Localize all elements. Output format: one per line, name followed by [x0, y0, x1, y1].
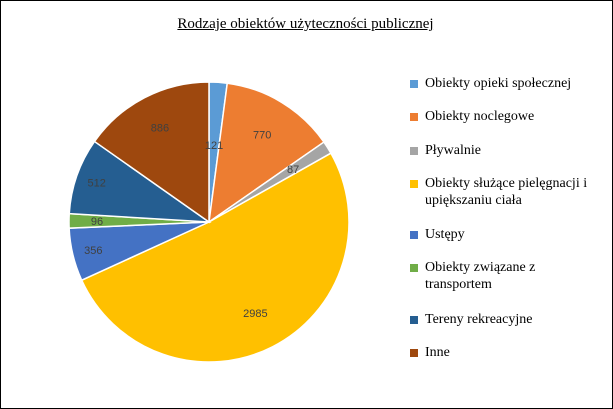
legend-swatch — [410, 316, 418, 324]
pie-slice-8 — [93, 81, 210, 224]
pie-slice-2 — [208, 82, 325, 224]
data-label-3: 87 — [287, 164, 299, 176]
legend-label: Obiekty służące pielęgnacji i upiększani… — [425, 176, 588, 208]
legend-label: Tereny rekreacyjne — [425, 312, 533, 327]
legend-swatch — [410, 349, 418, 357]
data-label-4: 2985 — [243, 308, 267, 320]
data-label-1: 121 — [205, 140, 223, 152]
legend-label: Obiekty opieki społecznej — [425, 76, 572, 91]
data-label-2: 770 — [253, 130, 271, 142]
legend-swatch — [410, 180, 418, 188]
legend-label: Obiekty noclegowe — [425, 109, 535, 124]
legend-label: Pływalnie — [425, 143, 481, 158]
chart-title: Rodzaje obiektów użyteczności publicznej — [0, 16, 611, 33]
legend-swatch — [410, 80, 418, 88]
data-label-8: 886 — [151, 123, 169, 135]
legend-label: Ustępy — [425, 227, 465, 242]
data-label-7: 512 — [87, 178, 105, 190]
legend-swatch — [410, 231, 418, 239]
legend-label: Obiekty związane z transportem — [425, 260, 536, 292]
data-label-5: 356 — [84, 245, 102, 257]
pie-slice-4 — [80, 152, 350, 363]
chart-title-text: Rodzaje obiektów użyteczności publicznej — [177, 16, 434, 32]
legend-swatch — [410, 113, 418, 121]
legend-swatch — [410, 147, 418, 155]
legend-label: Inne — [425, 345, 450, 360]
data-label-6: 96 — [91, 216, 103, 228]
legend-swatch — [410, 264, 418, 272]
